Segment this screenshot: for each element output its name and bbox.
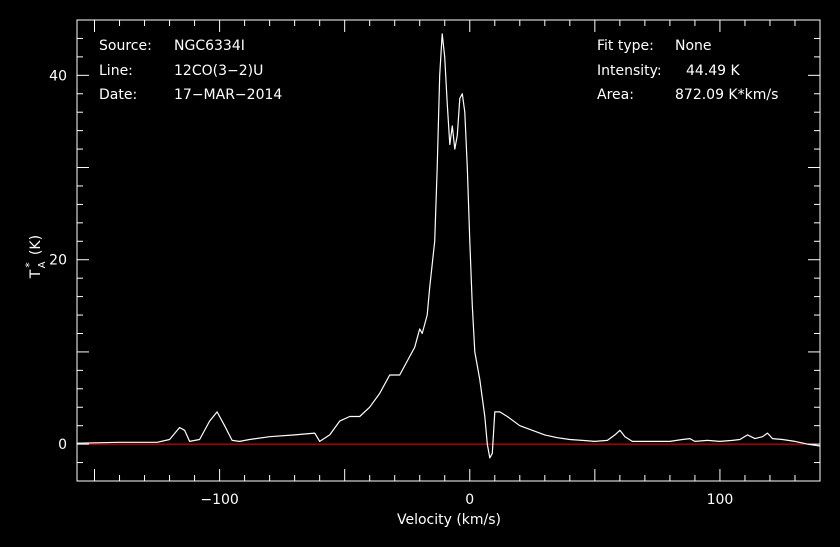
area-value: 872.09 K*km/s: [675, 87, 778, 103]
x-tick-label: −100: [200, 492, 238, 508]
y-tick-label: 20: [49, 253, 67, 269]
y-axis-label: T * A (K): [23, 235, 48, 279]
date-value: 17−MAR−2014: [174, 87, 282, 103]
line-label: Line:: [99, 63, 133, 79]
y-tick-label: 40: [49, 68, 67, 84]
fit-type-label: Fit type:: [597, 38, 654, 54]
x-tick-label: 0: [465, 492, 474, 508]
source-value: NGC6334I: [174, 38, 245, 54]
header-left: Source: NGC6334I Line: 12CO(3−2)U Date: …: [99, 38, 282, 103]
y-axis-label-sub: A: [37, 261, 48, 268]
plot-frame: [76, 19, 821, 482]
line-value: 12CO(3−2)U: [174, 63, 263, 79]
y-axis-label-unit: (K): [28, 235, 44, 255]
header-right: Fit type: None Intensity: 44.49 K Area: …: [597, 38, 778, 103]
date-label: Date:: [99, 87, 137, 103]
y-tick-label: 0: [58, 437, 67, 453]
intensity-label: Intensity:: [597, 63, 662, 79]
x-tick-label: 100: [707, 492, 734, 508]
source-label: Source:: [99, 38, 152, 54]
fit-type-value: None: [675, 38, 712, 54]
intensity-value: 44.49 K: [686, 63, 741, 79]
spectrum-trace: [76, 33, 821, 459]
x-axis-label: Velocity (km/s): [397, 512, 501, 528]
y-axis-label-symbol: T: [28, 269, 44, 279]
area-label: Area:: [597, 87, 634, 103]
y-axis-label-sup: *: [23, 262, 36, 268]
axis-tick-labels: −100 0 100 0 20 40: [49, 68, 733, 508]
